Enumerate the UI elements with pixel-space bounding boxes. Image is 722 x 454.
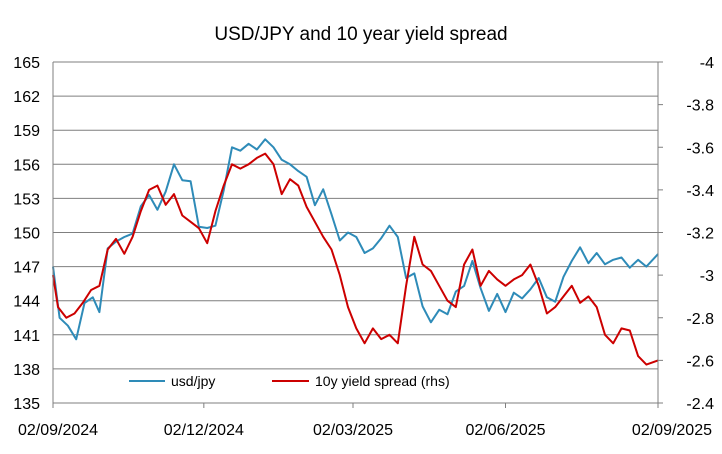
left-tick-label: 156 [13, 157, 40, 174]
chart-title: USD/JPY and 10 year yield spread [214, 24, 507, 45]
right-tick-label: -3 [700, 268, 714, 285]
x-tick-label: 02/09/2025 [632, 422, 712, 439]
left-tick-label: 147 [13, 260, 40, 277]
left-tick-label: 135 [13, 396, 40, 413]
right-tick-label: -3.2 [686, 226, 714, 243]
right-tick-label: -4 [700, 55, 714, 72]
left-tick-label: 141 [13, 328, 40, 345]
right-tick-label: -3.6 [686, 140, 714, 157]
right-tick-label: -3.4 [686, 183, 714, 200]
legend: usd/jpy 10y yield spread (rhs) [129, 373, 450, 389]
usdjpy-line [52, 138, 659, 341]
right-tick-label: -2.4 [686, 396, 714, 413]
legend-label: 10y yield spread (rhs) [315, 373, 450, 389]
yield-spread-line [52, 152, 659, 366]
axes [52, 61, 663, 408]
right-tick-label: -2.8 [686, 311, 714, 328]
grid-lines [53, 61, 658, 370]
right-tick-label: -2.6 [686, 353, 714, 370]
x-tick-label: 02/06/2025 [465, 422, 545, 439]
series-lines [52, 138, 659, 366]
left-axis-tick-labels: 135 138 141 144 147 150 153 156 159 162 165 [13, 55, 40, 413]
right-axis-tick-labels: -2.4 -2.6 -2.8 -3 -3.2 -3.4 -3.6 -3.8 -4 [686, 55, 714, 413]
left-tick-label: 144 [13, 294, 40, 311]
left-tick-label: 165 [13, 55, 40, 72]
left-tick-label: 159 [13, 123, 40, 140]
left-tick-label: 162 [13, 89, 40, 106]
left-tick-label: 153 [13, 191, 40, 208]
legend-label: usd/jpy [171, 373, 215, 389]
left-tick-label: 150 [13, 226, 40, 243]
x-axis-tick-labels: 02/09/2024 02/12/2024 02/03/2025 02/06/2025… [18, 422, 712, 439]
x-tick-label: 02/09/2024 [18, 422, 98, 439]
left-tick-label: 138 [13, 362, 40, 379]
x-tick-label: 02/03/2025 [313, 422, 393, 439]
x-tick-label: 02/12/2024 [164, 422, 244, 439]
right-tick-label: -3.8 [686, 98, 714, 115]
